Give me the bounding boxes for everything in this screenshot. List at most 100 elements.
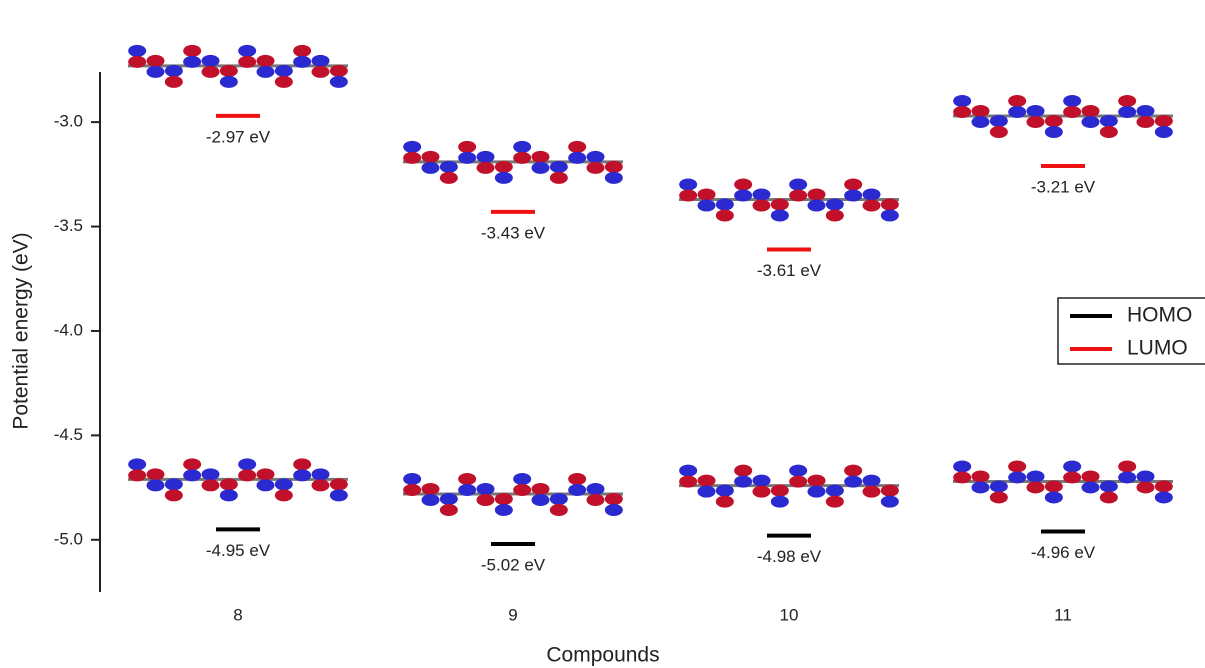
orbital-lobe	[1044, 480, 1063, 493]
orbital-lobe	[274, 64, 293, 77]
orbital-lobe	[1044, 125, 1063, 138]
orbital-lobe	[458, 151, 477, 164]
orbital-lobe	[513, 140, 532, 153]
orbital-lobe	[862, 188, 881, 201]
orbital-lobe	[679, 464, 698, 477]
orbital-lobe	[183, 55, 202, 68]
orbital-lobe	[439, 503, 458, 516]
orbital-lobe	[1154, 491, 1173, 504]
orbital-lobe	[311, 468, 330, 481]
orbital-lobe	[953, 105, 972, 118]
orbital-lobe	[752, 199, 771, 212]
y-tick-label: -3.5	[54, 216, 83, 235]
orbital-lobe	[238, 55, 257, 68]
orbital-lobe	[164, 64, 183, 77]
y-axis-label: Potential energy (eV)	[10, 232, 33, 429]
orbital-lobe	[789, 189, 808, 202]
orbital-lobe	[1044, 114, 1063, 127]
orbital-lobe	[697, 474, 716, 487]
orbital-lobe	[421, 150, 440, 163]
orbital-lobe	[476, 161, 495, 174]
orbital-lobe	[164, 489, 183, 502]
orbital-lobe	[844, 189, 863, 202]
value-label: -4.96 eV	[1031, 543, 1096, 562]
orbital-lobe	[311, 54, 330, 67]
orbital-lobe	[219, 75, 238, 88]
orbital-lobe	[531, 150, 550, 163]
orbital-lobe	[770, 209, 789, 222]
orbital-lobe	[219, 489, 238, 502]
orbital-lobe	[531, 493, 550, 506]
orbital-lobe	[439, 171, 458, 184]
orbital-lobe	[494, 171, 513, 184]
orbital-lobe	[238, 44, 257, 57]
orbital-lobe	[1026, 104, 1045, 117]
orbital-lobe	[715, 484, 734, 497]
orbital-lobe	[734, 189, 753, 202]
orbital-lobe	[989, 114, 1008, 127]
orbital-lobe	[164, 478, 183, 491]
orbital-lobe	[1008, 460, 1027, 473]
orbital-lobe	[549, 492, 568, 505]
orbital-lobe	[989, 491, 1008, 504]
orbital-lobe	[201, 479, 220, 492]
orbital-lobe	[1099, 491, 1118, 504]
orbital-lobe	[1081, 481, 1100, 494]
orbital-lobe	[146, 468, 165, 481]
orbital-lobe	[844, 475, 863, 488]
orbital-lobe	[164, 75, 183, 88]
orbital-lobe	[274, 75, 293, 88]
orbital-lobe	[1099, 125, 1118, 138]
orbital-lobe	[971, 115, 990, 128]
orbital-lobe	[128, 44, 147, 57]
orbital-lobe	[880, 209, 899, 222]
x-tick-label: 10	[780, 605, 799, 624]
value-label: -5.02 eV	[481, 555, 546, 574]
orbital-lobe	[1136, 115, 1155, 128]
orbital-lobe	[734, 464, 753, 477]
orbital-lobe	[128, 55, 147, 68]
orbital-lobe	[715, 209, 734, 222]
orbital-lobe	[880, 484, 899, 497]
orbital-lobe	[494, 160, 513, 173]
orbital-lobe	[146, 479, 165, 492]
orbital-lobe	[1081, 104, 1100, 117]
y-tick-label: -5.0	[54, 529, 83, 548]
orbital-lobe	[953, 460, 972, 473]
orbital-lobe	[789, 464, 808, 477]
orbital-lobe	[586, 161, 605, 174]
orbital-lobe	[1008, 94, 1027, 107]
orbital-lobe	[421, 493, 440, 506]
orbital-lobe	[146, 54, 165, 67]
orbital-lobe	[880, 495, 899, 508]
orbital-lobe	[274, 489, 293, 502]
orbital-lobe	[825, 209, 844, 222]
y-tick-label: -4.0	[54, 320, 83, 339]
orbital-lobe	[128, 469, 147, 482]
orbital-lobe	[825, 484, 844, 497]
orbital-lobe	[1081, 115, 1100, 128]
orbital-lobe	[568, 140, 587, 153]
orbital-lobe	[770, 198, 789, 211]
orbital-lobe	[1118, 105, 1137, 118]
orbital-lobe	[1026, 470, 1045, 483]
orbital-lobe	[679, 189, 698, 202]
orbital-lobe	[679, 475, 698, 488]
orbital-lobe	[1063, 471, 1082, 484]
orbital-lobe	[1063, 105, 1082, 118]
orbital-lobe	[274, 478, 293, 491]
orbital-lobe	[329, 75, 348, 88]
orbital-lobe	[293, 44, 312, 57]
orbital-lobe	[715, 495, 734, 508]
orbital-lobe	[293, 55, 312, 68]
orbital-lobe	[770, 484, 789, 497]
orbital-lobe	[752, 485, 771, 498]
orbital-lobe	[989, 125, 1008, 138]
orbital-lobe	[458, 472, 477, 485]
orbital-lobe	[1154, 114, 1173, 127]
legend-box	[1057, 297, 1205, 365]
orbital-lobe	[604, 160, 623, 173]
orbital-lobe	[458, 140, 477, 153]
orbital-lobe	[329, 489, 348, 502]
